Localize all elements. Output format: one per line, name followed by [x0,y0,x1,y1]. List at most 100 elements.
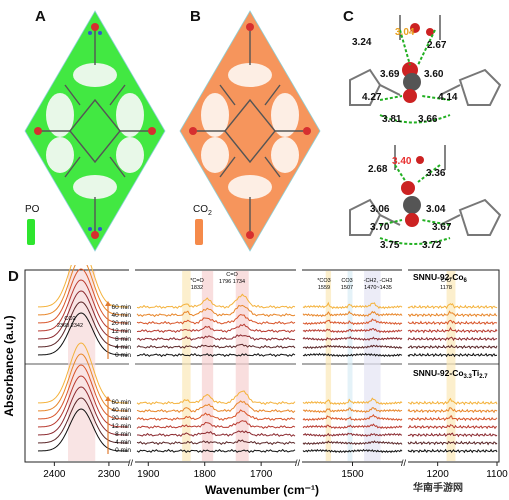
time-label: 12 min [111,328,131,335]
time-label: 4 min [115,439,131,446]
spectrum-line [37,397,128,444]
peak-value: 1470~1435 [364,285,392,291]
top-dist: 4.14 [438,92,458,103]
spectra-traces [37,265,498,454]
top-dist: 3.60 [424,69,444,80]
panel-a-letter: A [35,8,46,25]
time-label: 40 min [111,312,131,319]
time-arrow-head [105,301,111,306]
spectrum-line [302,344,403,350]
spectrum-line [38,353,128,412]
panel-d-ir-chart: ////// 2400 2300 1900 1800 1700 1500 1200 1100 … [2,265,508,497]
panel-b-letter: B [190,8,201,25]
spectrum-line [38,342,128,404]
spectrum-line [407,407,498,414]
panel-d-letter: D [8,268,19,285]
spectrum-line [38,265,128,308]
spectrum-line [136,390,296,406]
peak-value: 2360 2342 [57,323,83,329]
x-tick-label: 1800 [194,469,217,480]
spectrum-line [407,352,498,358]
peak-value: 1796 1734 [219,279,245,285]
bottom-dist: 3.40 [392,156,412,167]
bottom-dist: 3.06 [370,204,390,215]
nitrogen-atoms [88,31,102,231]
spectrum-line [407,303,498,310]
co2-oxygen [403,89,417,103]
peak-label: CO2 [64,316,75,322]
bottom-dist: 3.04 [426,204,446,215]
co2-oxygen [401,181,415,195]
spectrum-line [38,265,128,316]
pore-cloud [116,93,144,137]
bottom-dist: 3.72 [422,240,442,251]
time-label: 4 min [115,344,131,351]
top-dist: 3.24 [352,37,372,48]
spectrum-line [302,336,403,342]
peak-label: *CO3 [317,278,330,284]
spectrum-line [136,323,296,334]
watermark: 华南手游网 [410,478,466,495]
pore-cloud [46,137,74,173]
top-dist: 3.66 [418,114,438,125]
framework-linkers [195,25,305,237]
pore-cloud [201,137,229,173]
top-oxygen [410,23,420,33]
pore-cloud [228,63,272,87]
bottom-dist: 3.75 [380,240,400,251]
co2-carbon [403,73,421,91]
spectrum-line [302,432,403,438]
top-dist: 3.04 [395,27,415,38]
spectrum-line [407,397,498,406]
spectrum-line [37,375,128,428]
time-label: 12 min [111,423,131,430]
spectrum-line [136,293,296,309]
spectrum-line [136,313,296,325]
bottom-contacts [379,164,451,245]
x-axis-label: Wavenumber (cm⁻¹) [205,483,319,497]
axis-break-mark: // [295,458,301,468]
peak-value: 1178 [440,285,452,291]
pore-cloud [201,93,229,137]
plot-frame [24,269,500,463]
metal-clusters [189,23,311,239]
x-tick-label: 1900 [137,469,160,480]
spectrum-line [37,279,128,332]
spectrum-line [302,327,403,334]
top-oxygen [426,28,434,36]
po-legend-label: PO [25,204,40,215]
x-ticks: 2400 2300 1900 1800 1700 1500 1200 1100 [43,462,508,480]
pore-cloud [271,93,299,137]
co2-oxygen [405,213,419,227]
peak-band [364,271,381,461]
pore-cloud [73,63,117,87]
peak-label: -CH2, -CH3 [364,278,393,284]
po-legend-swatch [27,219,35,245]
spectrum-line [407,336,498,342]
spectrum-line [136,439,296,446]
time-label: 8 min [115,336,131,343]
time-label: 0 min [115,447,131,454]
co2-legend-swatch [195,219,203,245]
spectrum-line [302,397,403,406]
peak-label: C-O [441,278,452,284]
time-label: 60 min [111,399,131,406]
peak-label: *C=O [190,278,204,284]
spectrum-line [136,409,296,422]
spectrum-line [37,301,128,348]
panel-b-structure [179,10,321,252]
top-panel-title: SNNU-92-Co6 [413,272,468,284]
bottom-dist: 3.36 [426,168,446,179]
peak-value: 1832 [191,285,203,291]
unit-cell-outline [179,10,321,252]
x-tick-label: 2400 [43,469,66,480]
peak-value: 1559 [318,285,330,291]
framework-linkers [40,25,150,237]
time-label: 60 min [111,304,131,311]
bottom-dist: 3.67 [432,222,452,233]
axis-break-mark: // [128,458,134,468]
spectrum-line [302,407,403,414]
x-tick-label: 1100 [486,469,508,480]
